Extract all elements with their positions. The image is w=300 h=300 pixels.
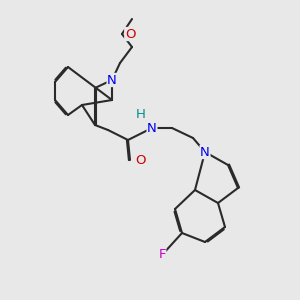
Text: H: H — [136, 109, 146, 122]
Text: F: F — [158, 248, 166, 262]
Text: N: N — [107, 74, 117, 86]
Text: O: O — [125, 28, 135, 40]
Text: N: N — [200, 146, 210, 158]
Text: N: N — [147, 122, 157, 134]
Text: O: O — [135, 154, 145, 166]
